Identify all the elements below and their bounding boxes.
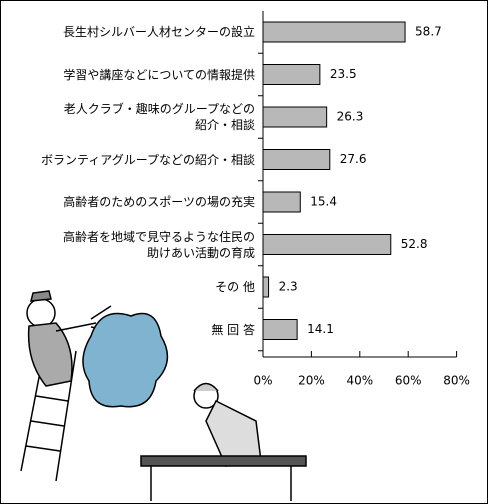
bar: [263, 320, 297, 340]
x-tick-label: 0%: [253, 374, 272, 388]
bar: [263, 150, 330, 170]
value-label: 23.5: [330, 67, 357, 81]
value-label: 14.1: [307, 322, 334, 336]
value-label: 15.4: [310, 195, 337, 209]
x-tick-label: 80%: [443, 374, 470, 388]
value-label: 2.3: [279, 280, 298, 294]
bar: [263, 277, 269, 297]
category-label: ボランティアグループなどの紹介・相談: [41, 152, 255, 168]
bar: [263, 22, 405, 42]
bar: [263, 65, 320, 85]
category-label: その 他: [215, 279, 255, 295]
category-label: 学習や講座などについての情報提供: [63, 67, 255, 83]
category-label: 無 回 答: [211, 322, 255, 338]
chart: 0% 20% 40% 60% 80% 58.7 23.5 26.3 27.6 15.4 52.8 2.…: [0, 0, 488, 504]
bar: [263, 192, 300, 212]
bar: [263, 235, 391, 255]
category-label: 高齢者のためのスポーツの場の充実: [63, 194, 255, 210]
category-label: 老人クラブ・趣味のグループなどの 紹介・相談: [64, 101, 255, 133]
value-label: 26.3: [337, 110, 364, 124]
bar: [263, 107, 327, 127]
x-tick-label: 40%: [346, 374, 373, 388]
category-label: 長生村シルバー人材センターの設立: [63, 24, 255, 40]
value-label: 52.8: [401, 237, 428, 251]
x-tick-label: 20%: [298, 374, 325, 388]
value-label: 58.7: [415, 25, 442, 39]
category-label: 高齢者を地域で見守るような住民の 助けあい活動の育成: [63, 229, 255, 261]
value-label: 27.6: [340, 152, 367, 166]
x-tick-label: 60%: [395, 374, 422, 388]
